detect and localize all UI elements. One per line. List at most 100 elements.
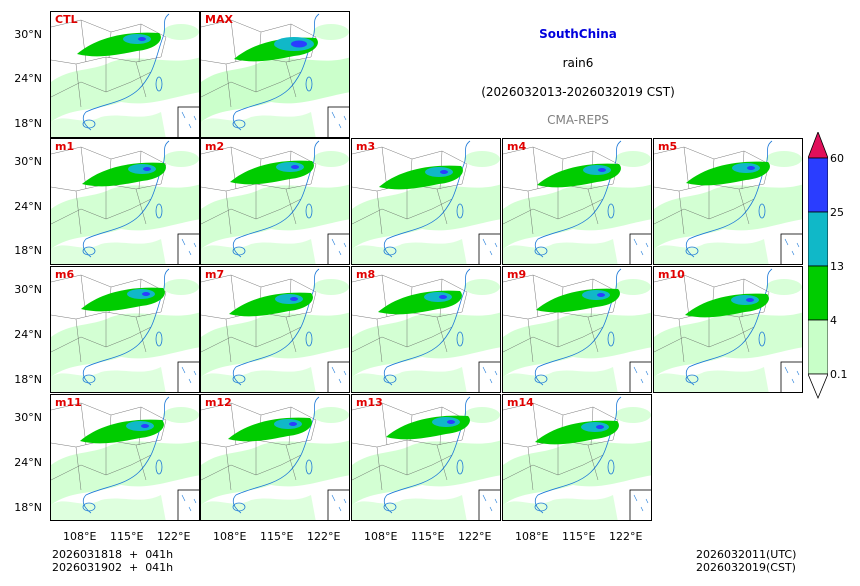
island-outline [534,246,548,256]
light-rain-area [201,367,316,392]
map-panel-max: MAX [200,11,350,138]
island-outline [82,246,96,256]
lon-tick: 115°E [411,530,445,543]
inset-islands [482,366,498,384]
light-rain-area [51,112,166,137]
colorbar-label-4: 4 [830,314,837,327]
map-panel-m12: m12 [200,394,350,521]
south-china-sea-inset [780,233,802,264]
very-heavy-rain-spot [439,295,447,299]
light-rain-area [352,367,467,392]
light-rain-area [503,367,618,392]
inset-islands [633,238,649,256]
light-rain-area [51,57,199,122]
island-outline [232,119,246,129]
map-panel-m13: m13 [351,394,501,521]
light-rain-area [654,239,769,264]
colorbar [808,132,828,400]
light-rain-area [51,495,166,520]
light-rain-area [51,440,199,505]
coastline [82,13,170,131]
colorbar-seg-25-60 [808,157,828,213]
light-rain-area [313,151,349,167]
panel-label: m2 [205,140,225,153]
heavy-rain-core [581,422,609,432]
very-heavy-rain-spot [597,293,605,297]
light-rain-area [503,495,618,520]
colorbar-label-0.1: 0.1 [830,368,848,381]
panel-label: m1 [55,140,75,153]
inset-islands [181,366,197,384]
heavy-rain-core [275,294,303,304]
map-panel-m1: m1 [50,138,200,265]
rain-map [503,140,651,264]
inset-islands [633,494,649,512]
south-china-sea-inset [177,361,199,392]
rain-map [201,140,349,264]
lon-tick: 122°E [157,530,191,543]
south-china-sea-inset [629,233,651,264]
light-rain-area [163,279,199,295]
heavy-rain-core [425,167,453,177]
panel-label: m12 [205,396,232,409]
light-rain-area [51,239,166,264]
island-outline [685,246,699,256]
south-china-sea-inset [177,106,199,137]
very-heavy-rain-spot [596,425,604,429]
map-panel-m9: m9 [502,266,652,393]
inset-islands [784,366,800,384]
light-rain-area [201,184,349,249]
lat-tick: 24°N [14,456,42,469]
light-rain-area [313,279,349,295]
island-outline [232,374,246,384]
coastline [232,13,320,131]
light-rain-area [464,279,500,295]
init-time-utc: 2026031818 + 041h [52,548,174,561]
map-panel-m2: m2 [200,138,350,265]
colorbar-seg-13-25 [808,211,828,267]
island-outline [155,459,163,475]
island-outline [82,374,96,384]
very-heavy-rain-spot [290,297,298,301]
heavy-rain-core [731,295,759,305]
inset-islands [181,111,197,129]
valid-time-utc: 2026032011(UTC) [696,548,797,561]
map-panel-m3: m3 [351,138,501,265]
panel-label: m9 [507,268,527,281]
light-rain-area [51,184,199,249]
island-outline [607,459,615,475]
heavy-rain-core [126,421,154,431]
island-outline [383,246,397,256]
map-panel-m5: m5 [653,138,803,265]
map-panel-m10: m10 [653,266,803,393]
island-outline [305,76,313,92]
panel-label: m4 [507,140,527,153]
inset-islands [331,111,347,129]
lon-tick: 115°E [110,530,144,543]
light-rain-area [766,151,802,167]
very-heavy-rain-spot [289,422,297,426]
region-title: SouthChina [539,27,617,41]
very-heavy-rain-spot [138,37,146,41]
rain-map [654,268,802,392]
island-outline [607,203,615,219]
lon-tick: 115°E [562,530,596,543]
map-panel-ctl: CTL [50,11,200,138]
lon-tick: 122°E [609,530,643,543]
lon-tick: 115°E [260,530,294,543]
coastline [534,396,622,514]
south-china-sea-inset [327,233,349,264]
lat-tick: 24°N [14,200,42,213]
colorbar-seg-01-4 [808,319,828,375]
light-rain-area [654,312,802,377]
coastline [82,396,170,514]
map-panel-m7: m7 [200,266,350,393]
island-outline [607,331,615,347]
lat-tick: 30°N [14,155,42,168]
colorbar-label-60: 60 [830,152,844,165]
rain-map [51,140,199,264]
lat-tick: 30°N [14,283,42,296]
coastline [232,268,320,386]
map-panel-m6: m6 [50,266,200,393]
very-heavy-rain-spot [747,166,755,170]
